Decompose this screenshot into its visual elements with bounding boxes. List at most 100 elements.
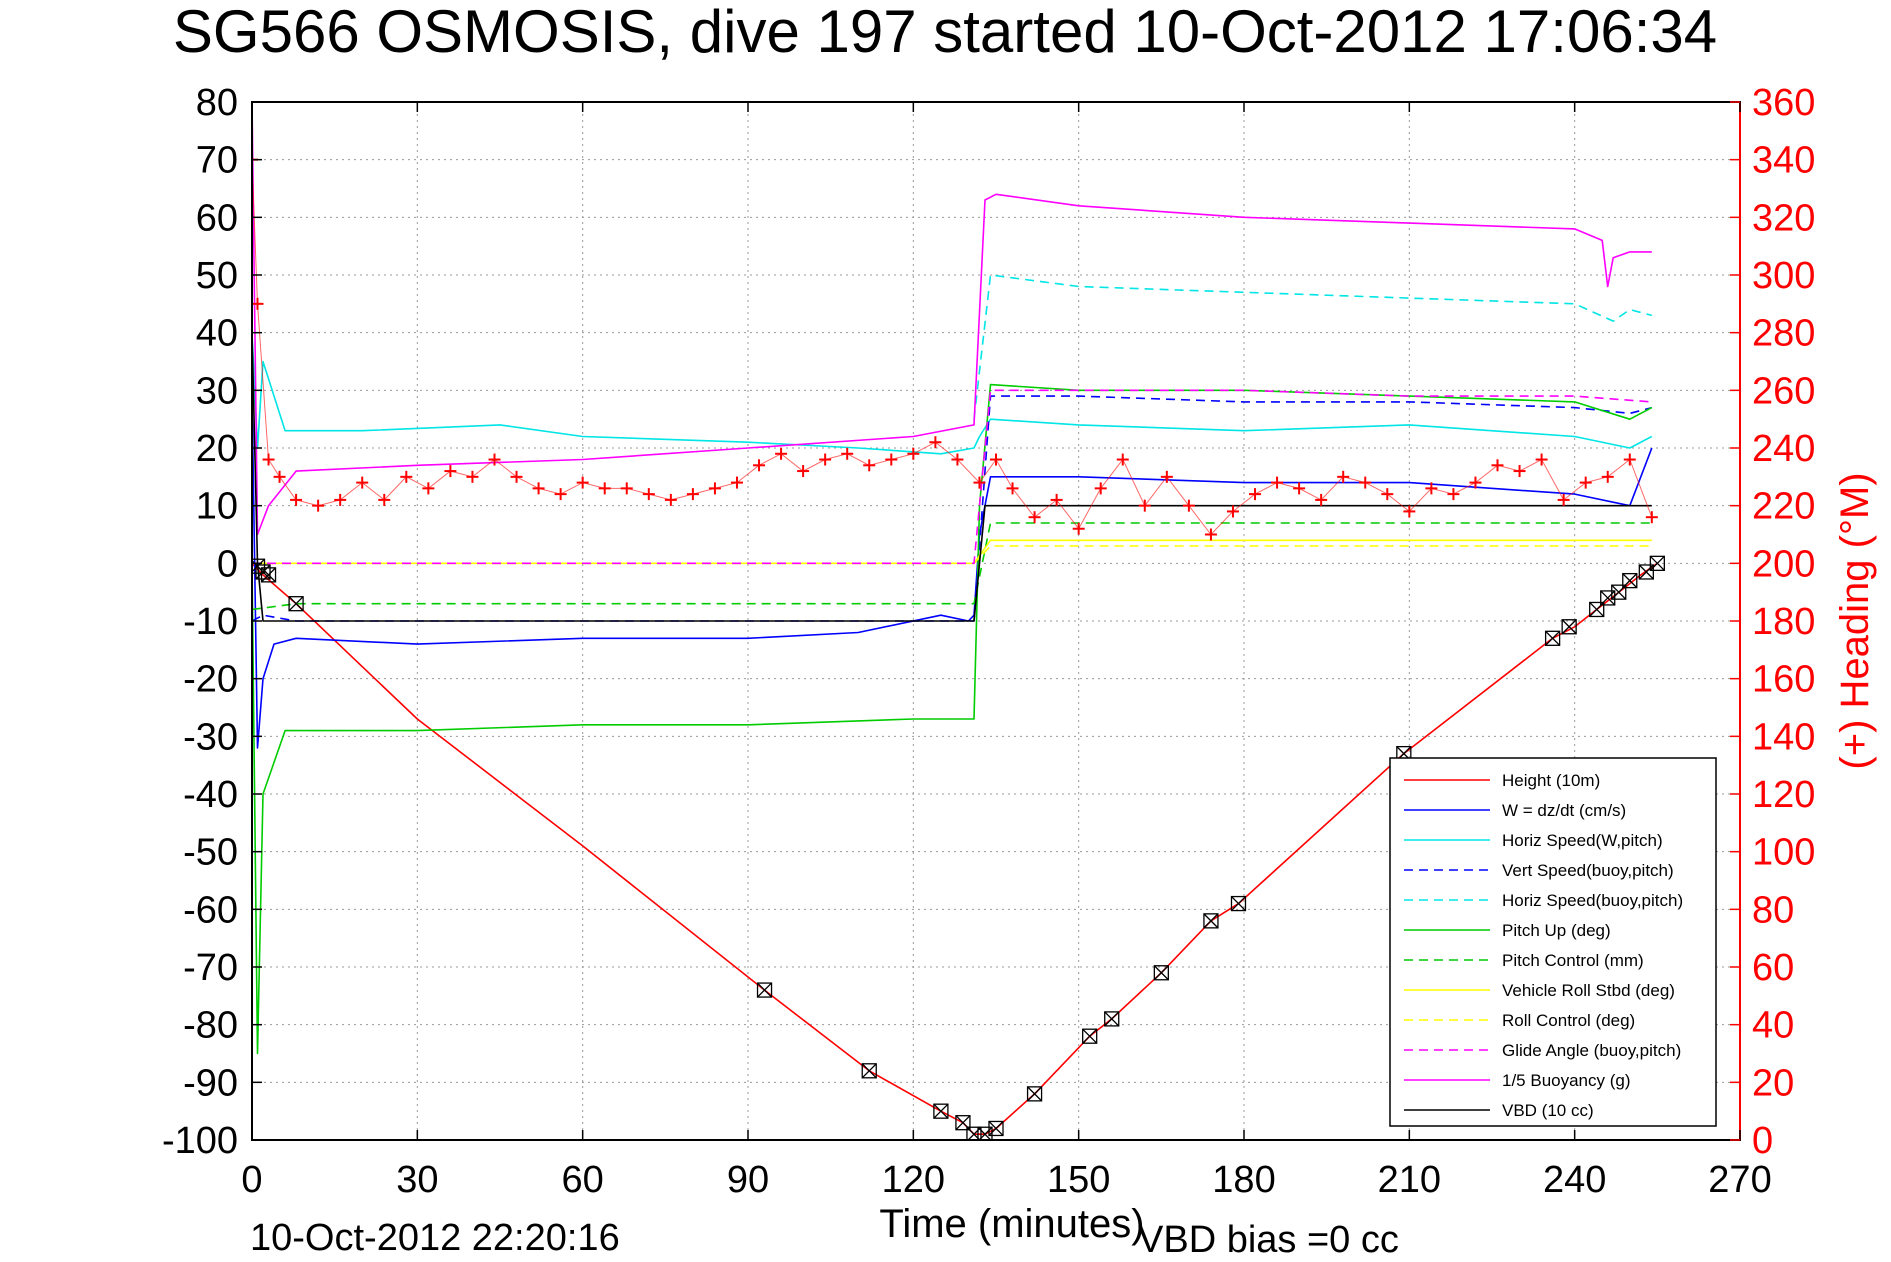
- heading-point: [1491, 459, 1504, 472]
- dive-marker-cross-b: [1104, 1011, 1120, 1027]
- heading-point: [990, 453, 1002, 466]
- y-tick-label: 20: [196, 428, 238, 470]
- heading-point: [708, 482, 721, 495]
- legend-entry-label: Horiz Speed(W,pitch): [1502, 831, 1663, 850]
- heading-point: [510, 470, 523, 483]
- y-tick-label: 30: [196, 370, 238, 412]
- heading-point: [576, 476, 589, 489]
- legend: Height (10m) W = dz/dt (cm/s) Horiz Speed(…: [1389, 757, 1717, 1127]
- legend-entry-label: VBD (10 cc): [1502, 1101, 1594, 1120]
- heading-point: [334, 493, 347, 506]
- dive-marker-cross-b: [1027, 1086, 1043, 1102]
- dive-marker: [1104, 1011, 1120, 1027]
- y-tick-label: -100: [162, 1120, 238, 1162]
- x-tick-label: 0: [241, 1159, 262, 1201]
- series-line-horiz-speed-buoy-pitch: [973, 274, 1653, 420]
- dive-marker-box: [861, 1063, 877, 1079]
- chart-title: SG566 OSMOSIS, dive 197 started 10-Oct-2…: [173, 0, 1717, 65]
- heading-point: [620, 482, 633, 495]
- y-right-tick-label: 0: [1752, 1120, 1773, 1162]
- y-axis-right-label: (+) Heading (°M): [1833, 472, 1877, 769]
- heading-point: [1204, 528, 1217, 541]
- dive-marker-cross-b: [1082, 1028, 1098, 1044]
- heading-point: [775, 447, 788, 460]
- heading-point: [1138, 499, 1151, 512]
- heading-point: [1028, 511, 1041, 524]
- heading-point: [1226, 505, 1239, 518]
- legend-entry-label: Vert Speed(buoy,pitch): [1502, 861, 1674, 880]
- heading-point: [907, 447, 920, 460]
- legend-entry-label: W = dz/dt (cm/s): [1502, 801, 1626, 820]
- heading-point: [290, 493, 303, 506]
- dive-marker: [861, 1063, 877, 1079]
- dive-marker: [1153, 965, 1169, 981]
- y-right-tick-label: 160: [1752, 659, 1815, 701]
- dive-marker: [1082, 1028, 1098, 1044]
- series-line-pitch-up-deg: [252, 383, 1653, 1055]
- legend-entry-label: Horiz Speed(buoy,pitch): [1502, 891, 1683, 910]
- heading-point: [730, 476, 743, 489]
- y-right-tick-label: 20: [1752, 1062, 1794, 1104]
- y-right-tick-label: 200: [1752, 543, 1815, 585]
- dive-marker-cross-b: [757, 982, 772, 998]
- dive-marker-box: [933, 1103, 949, 1119]
- legend-entry-label: Glide Angle (buoy,pitch): [1502, 1041, 1681, 1060]
- heading-point: [973, 476, 986, 489]
- y-tick-label: -50: [183, 832, 238, 874]
- heading-point: [1050, 493, 1063, 506]
- heading-point: [1425, 482, 1438, 495]
- heading-point: [753, 459, 766, 472]
- heading-point: [819, 453, 832, 466]
- dive-marker-cross-b: [988, 1121, 1004, 1136]
- heading-point: [273, 470, 286, 483]
- legend-entry-label: Pitch Control (mm): [1502, 951, 1644, 970]
- heading-point: [1293, 482, 1306, 495]
- dive-marker: [1203, 913, 1219, 929]
- dive-marker: [1649, 555, 1665, 571]
- y-right-tick-label: 120: [1752, 774, 1815, 816]
- dive-marker-cross-b: [1231, 896, 1246, 912]
- footer-vbd-bias: VBD bias =0 cc: [1138, 1219, 1399, 1261]
- heading-point: [532, 482, 545, 495]
- dive-marker-layer: [252, 555, 1665, 1140]
- y-right-tick-label: 240: [1752, 428, 1815, 470]
- dive-marker-box: [255, 564, 271, 580]
- heading-point: [598, 482, 611, 495]
- x-tick-label: 150: [1047, 1159, 1110, 1201]
- legend-entry-label: 1/5 Buoyancy (g): [1502, 1071, 1631, 1090]
- dive-marker-box: [288, 596, 304, 612]
- heading-point: [1469, 476, 1482, 489]
- heading-point: [1557, 493, 1570, 506]
- x-tick-label: 30: [396, 1159, 438, 1201]
- dive-marker-box: [977, 1126, 993, 1140]
- heading-point: [1094, 482, 1107, 495]
- legend-box: [1389, 757, 1717, 1127]
- heading-point: [422, 482, 435, 495]
- heading-point: [488, 453, 501, 466]
- dive-marker-box: [1082, 1028, 1098, 1044]
- heading-point: [1513, 465, 1526, 478]
- heading-point: [1535, 453, 1548, 466]
- dive-marker-cross-b: [861, 1063, 877, 1079]
- dive-marker-box: [1104, 1011, 1120, 1027]
- dive-marker: [1622, 572, 1638, 589]
- heading-point: [1116, 453, 1129, 466]
- y-tick-label: 60: [196, 197, 238, 239]
- x-axis: 0 30 60 90 120 150 180 210 240 270: [241, 102, 1772, 1201]
- heading-point: [466, 470, 479, 483]
- y-tick-label: -30: [183, 716, 238, 758]
- y-tick-label: -70: [183, 947, 238, 989]
- heading-point: [262, 453, 275, 466]
- dive-marker-cross-b: [1622, 573, 1638, 589]
- heading-point: [929, 436, 942, 449]
- dive-marker-box: [1561, 619, 1577, 635]
- heading-point: [554, 488, 567, 501]
- heading-layer: [252, 153, 1658, 541]
- heading-point: [1160, 470, 1173, 483]
- dive-marker: [1561, 619, 1577, 635]
- x-tick-label: 240: [1543, 1159, 1606, 1201]
- legend-entry-label: Height (10m): [1502, 771, 1600, 790]
- heading-point: [1381, 488, 1394, 501]
- dive-marker-box: [1203, 913, 1219, 929]
